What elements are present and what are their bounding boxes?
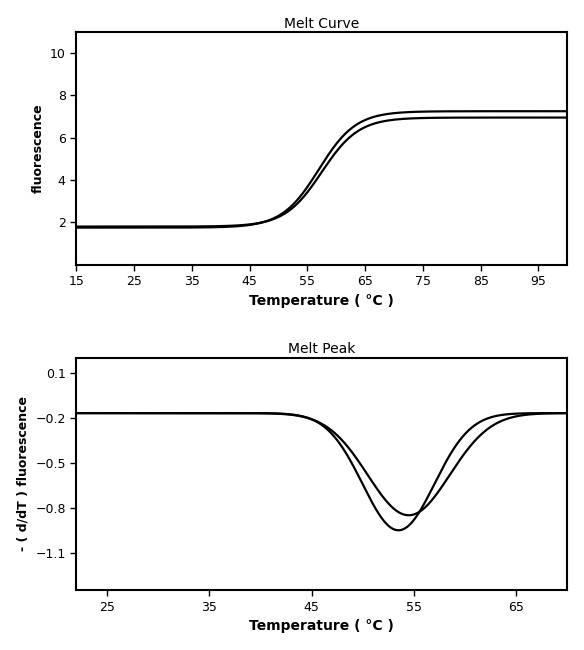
Y-axis label: - ( d/dT ) fluorescence: - ( d/dT ) fluorescence [17,396,30,551]
X-axis label: Temperature ( °C ): Temperature ( °C ) [249,619,394,633]
Y-axis label: fluorescence: fluorescence [32,103,44,193]
Title: Melt Curve: Melt Curve [284,17,359,31]
X-axis label: Temperature ( °C ): Temperature ( °C ) [249,294,394,307]
Title: Melt Peak: Melt Peak [288,343,356,356]
